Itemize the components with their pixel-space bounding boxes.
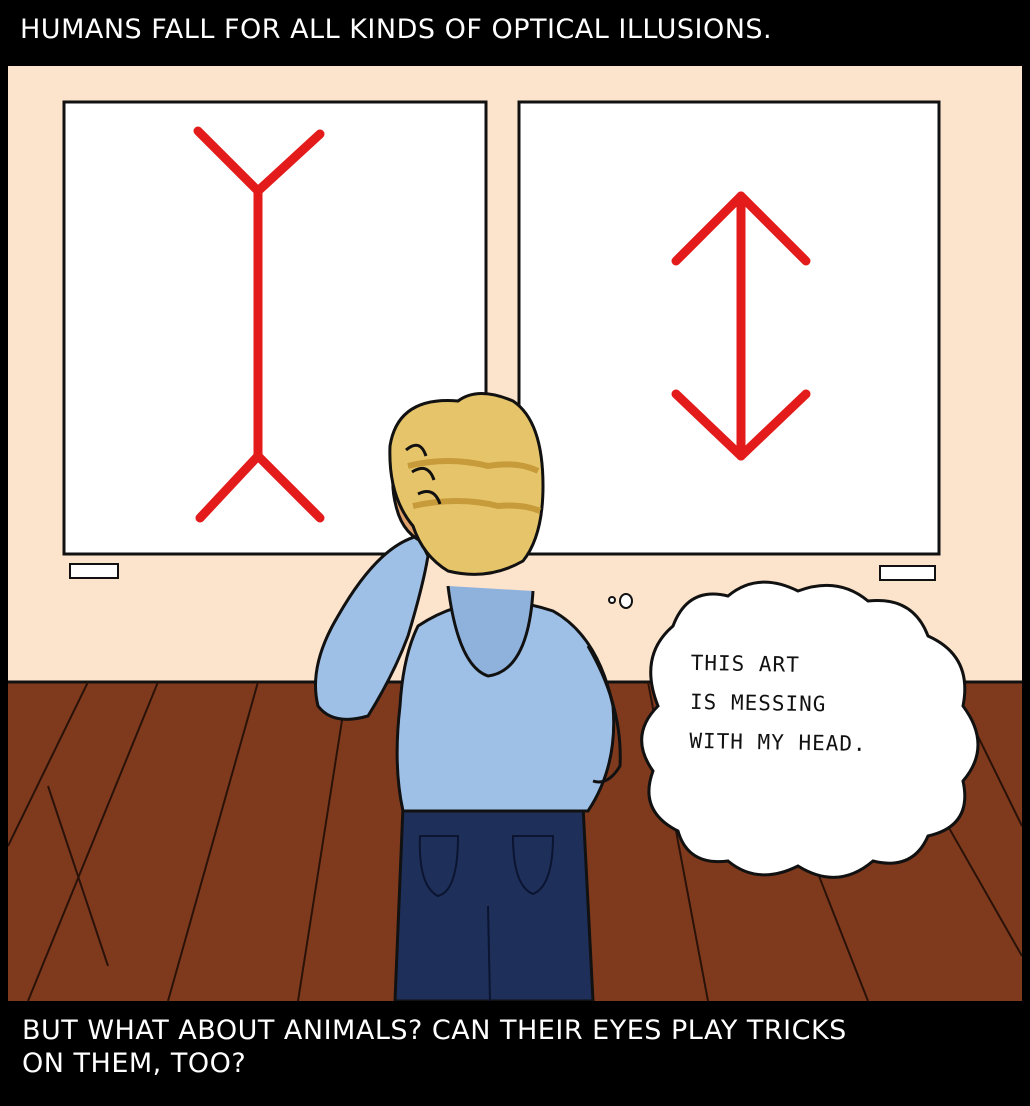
double-arrow-line (671, 191, 811, 461)
muller-lyer-line (193, 126, 325, 523)
thought-bubble-text: THIS ART IS MESSING WITH MY HEAD. (689, 650, 867, 756)
label-plaque-right (879, 565, 936, 581)
thought-bubble (608, 580, 980, 879)
gallery-scene (8, 66, 1022, 1001)
caption-bottom: BUT WHAT ABOUT ANIMALS? CAN THEIR EYES P… (22, 1015, 847, 1079)
painting-right (517, 100, 941, 581)
label-plaque-left (69, 563, 119, 579)
caption-top: HUMANS FALL FOR ALL KINDS OF OPTICAL ILL… (20, 14, 773, 45)
person (314, 392, 622, 1001)
